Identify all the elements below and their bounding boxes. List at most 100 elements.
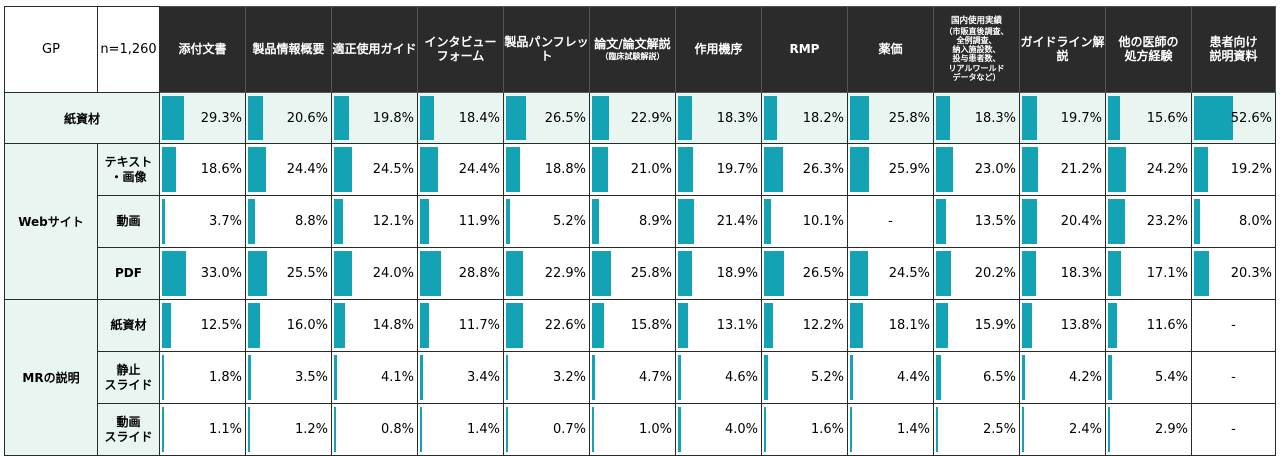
value-cell: 25.8% bbox=[847, 92, 934, 144]
value-label: 8.0% bbox=[1238, 214, 1272, 229]
value-cell: 18.3% bbox=[933, 92, 1020, 144]
value-cell: 15.8% bbox=[589, 299, 676, 352]
value-cell: 10.1% bbox=[761, 195, 848, 248]
value-label: 24.4% bbox=[286, 162, 328, 177]
value-bar bbox=[1108, 303, 1117, 348]
value-label: 11.6% bbox=[1146, 318, 1188, 333]
column-header-label: ガイドライン解説 bbox=[1020, 34, 1105, 63]
value-cell: 24.0% bbox=[331, 247, 418, 300]
value-cell: 4.4% bbox=[847, 351, 934, 404]
value-cell: 6.5% bbox=[933, 351, 1020, 404]
value-cell: 3.5% bbox=[245, 351, 332, 404]
value-label: 4.6% bbox=[724, 370, 758, 385]
value-bar bbox=[936, 407, 938, 452]
value-cell: 24.4% bbox=[245, 143, 332, 196]
value-label: 5.2% bbox=[810, 370, 844, 385]
value-cell: 0.8% bbox=[331, 403, 418, 456]
value-label: 5.2% bbox=[552, 214, 586, 229]
header-row: GP n=1,260 添付文書 製品情報概要 適正使用ガイド インタビュー フォーム製… bbox=[4, 6, 1276, 93]
value-label: 20.3% bbox=[1230, 266, 1272, 281]
value-cell: 20.2% bbox=[933, 247, 1020, 300]
value-cell: 25.8% bbox=[589, 247, 676, 300]
group-label: MRの説明 bbox=[4, 299, 98, 456]
value-cell: 2.5% bbox=[933, 403, 1020, 456]
value-cell: 8.0% bbox=[1191, 195, 1276, 248]
missing-value: - bbox=[1231, 370, 1236, 385]
value-bar bbox=[1022, 147, 1038, 192]
column-header-sublabel: （臨床試験解説） bbox=[600, 51, 665, 61]
value-cell: 16.0% bbox=[245, 299, 332, 352]
value-cell: 1.2% bbox=[245, 403, 332, 456]
value-label: 16.0% bbox=[286, 318, 328, 333]
value-cell: 13.1% bbox=[675, 299, 762, 352]
value-label: 52.6% bbox=[1230, 110, 1272, 126]
value-label: 33.0% bbox=[200, 266, 242, 281]
value-cell: 18.3% bbox=[675, 92, 762, 144]
value-cell: 24.5% bbox=[331, 143, 418, 196]
column-header: インタビュー フォーム bbox=[417, 6, 504, 93]
value-label: 21.4% bbox=[716, 214, 758, 229]
value-cell: 11.9% bbox=[417, 195, 504, 248]
value-label: 3.5% bbox=[294, 370, 328, 385]
value-bar bbox=[506, 251, 523, 296]
value-cell: - bbox=[1191, 299, 1276, 352]
value-label: 25.9% bbox=[888, 162, 930, 177]
value-bar bbox=[764, 96, 778, 140]
value-bar bbox=[936, 355, 941, 400]
value-bar bbox=[678, 251, 692, 296]
value-cell: 19.2% bbox=[1191, 143, 1276, 196]
value-label: 1.1% bbox=[208, 422, 242, 437]
value-label: 13.8% bbox=[1060, 318, 1102, 333]
value-cell: 26.5% bbox=[503, 92, 590, 144]
value-label: 12.1% bbox=[372, 214, 414, 229]
value-bar bbox=[506, 303, 523, 348]
value-bar bbox=[850, 303, 864, 348]
value-label: 10.1% bbox=[802, 214, 844, 229]
column-header-label: 他の医師の 処方経験 bbox=[1118, 34, 1179, 63]
value-bar bbox=[1022, 355, 1026, 400]
value-label: 18.1% bbox=[888, 318, 930, 333]
column-header-label: 患者向け 説明資料 bbox=[1209, 34, 1258, 63]
column-header-label: RMP bbox=[789, 41, 820, 56]
value-cell: 2.9% bbox=[1105, 403, 1192, 456]
value-label: 1.2% bbox=[294, 422, 328, 437]
corner-n-label: n=1,260 bbox=[97, 6, 160, 93]
value-cell: 23.0% bbox=[933, 143, 1020, 196]
value-label: 24.5% bbox=[372, 162, 414, 177]
value-bar bbox=[1022, 199, 1038, 244]
column-header: 他の医師の 処方経験 bbox=[1105, 6, 1192, 93]
value-label: 26.5% bbox=[544, 110, 586, 126]
table-row: MRの説明 紙資材 12.5% 16.0% 14.8% 11.7% 22.6% 15.8% 13… bbox=[4, 299, 1276, 456]
value-label: 12.5% bbox=[200, 318, 242, 333]
column-header-label: 国内使用実績 bbox=[950, 16, 1002, 27]
value-cell: 4.6% bbox=[675, 351, 762, 404]
value-bar bbox=[1194, 199, 1200, 244]
value-bar bbox=[248, 303, 260, 348]
table-row: 動画 スライド 1.1% 1.2% 0.8% 1.4% 0.7% 1.0% 4.0% 1.6% 1… bbox=[5, 403, 1276, 456]
value-label: 5.4% bbox=[1154, 370, 1188, 385]
column-header: 患者向け 説明資料 bbox=[1191, 6, 1276, 93]
value-cell: 23.2% bbox=[1105, 195, 1192, 248]
value-label: 18.3% bbox=[1060, 266, 1102, 281]
value-bar bbox=[1108, 251, 1121, 296]
value-label: 22.9% bbox=[630, 110, 672, 126]
value-bar bbox=[248, 407, 250, 452]
value-bar bbox=[764, 303, 774, 348]
column-header-sublabel: （市販直後調査、 全例調査、 納入施設数、 投与患者数、 リアルワールド データ… bbox=[944, 26, 1009, 82]
value-cell: 17.1% bbox=[1105, 247, 1192, 300]
value-label: 19.8% bbox=[372, 110, 414, 126]
value-cell: 24.5% bbox=[847, 247, 934, 300]
value-bar bbox=[334, 251, 352, 296]
value-bar bbox=[936, 147, 954, 192]
column-header: RMP bbox=[761, 6, 848, 93]
value-cell: - bbox=[1191, 351, 1276, 404]
value-label: 26.5% bbox=[802, 266, 844, 281]
column-header: 国内使用実績 （市販直後調査、 全例調査、 納入施設数、 投与患者数、 リアルワー… bbox=[933, 6, 1020, 93]
value-cell: - bbox=[1191, 403, 1276, 456]
value-cell: 15.9% bbox=[933, 299, 1020, 352]
value-label: 18.3% bbox=[974, 110, 1016, 126]
value-bar bbox=[678, 199, 694, 244]
value-bar bbox=[764, 355, 768, 400]
value-cell: 4.2% bbox=[1019, 351, 1106, 404]
value-bar bbox=[1022, 251, 1036, 296]
